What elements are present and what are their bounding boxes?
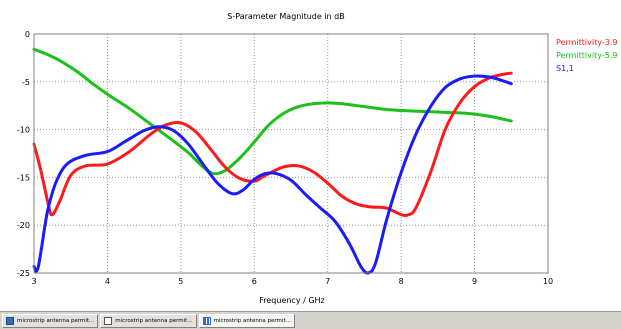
- series-lines: [32, 47, 513, 275]
- plot-frame: [33, 33, 549, 274]
- tick-labels: 3 4 5 6 7 8 9 10 0 -5 -10 -15 -20 -25: [17, 30, 553, 286]
- taskbar: microstrip antenna permit... microstrip …: [0, 311, 621, 329]
- taskbar-button[interactable]: microstrip antenna permit...: [2, 313, 99, 328]
- y-tick-label: -10: [17, 126, 30, 135]
- taskbar-button[interactable]: microstrip antenna permit...: [100, 313, 197, 328]
- x-tick-label: 3: [31, 277, 36, 286]
- chart: S-Parameter Magnitude in dB 3 4 5 6 7 8 9 10 0 -5…: [0, 0, 621, 311]
- legend-entry: S1,1: [556, 64, 574, 73]
- y-tick-label: -20: [17, 221, 30, 230]
- x-tick-label: 6: [252, 277, 257, 286]
- x-tick-label: 8: [399, 277, 404, 286]
- chart-title: S-Parameter Magnitude in dB: [227, 12, 344, 21]
- legend-entry: Permittivity-3.9: [556, 38, 617, 47]
- y-tick-label: -25: [17, 269, 30, 278]
- x-tick-label: 9: [472, 277, 477, 286]
- taskbar-button-label: microstrip antenna permit...: [115, 317, 193, 324]
- series-line-1: [32, 47, 513, 176]
- chart-background: [0, 0, 621, 311]
- document-icon: [104, 316, 113, 325]
- grid: [34, 34, 548, 273]
- y-tick-label: -15: [17, 173, 30, 182]
- legend-entry: Permittivity-5.9: [556, 51, 617, 60]
- x-tick-label: 7: [325, 277, 330, 286]
- taskbar-button-label: microstrip antenna permit...: [213, 317, 291, 324]
- taskbar-button-label: microstrip antenna permit...: [17, 317, 95, 324]
- x-tick-label: 10: [543, 277, 553, 286]
- x-axis-label: Frequency / GHz: [259, 296, 325, 305]
- x-tick-label: 4: [105, 277, 110, 286]
- y-tick-label: -5: [22, 78, 30, 87]
- taskbar-button-active[interactable]: microstrip antenna permit...: [198, 313, 295, 328]
- legend: Permittivity-3.9 Permittivity-5.9 S1,1: [556, 38, 617, 73]
- x-tick-label: 5: [178, 277, 183, 286]
- app-icon: [6, 316, 14, 325]
- y-tick-label: 0: [25, 30, 30, 39]
- series-line-2: [32, 74, 513, 275]
- chart-icon: [202, 316, 211, 325]
